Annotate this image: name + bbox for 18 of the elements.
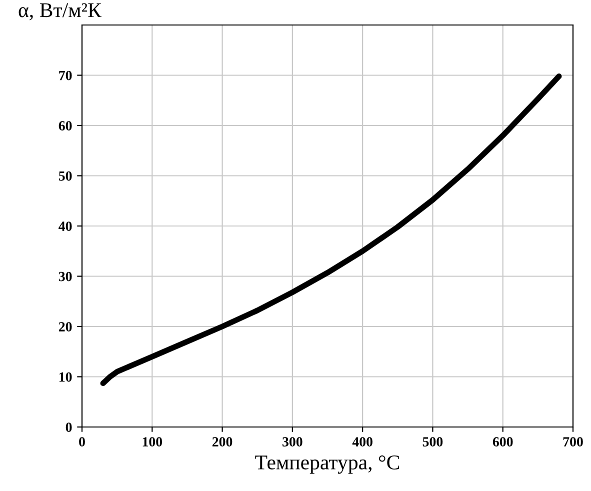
x-tick-label: 500 — [422, 437, 443, 446]
x-tick-label: 700 — [563, 437, 583, 446]
y-tick-label: 10 — [60, 372, 72, 382]
x-tick-label: 200 — [212, 437, 232, 446]
x-tick-label: 0 — [79, 437, 85, 446]
y-tick-label: 40 — [58, 222, 72, 231]
y-tick-label: 30 — [58, 272, 72, 282]
y-tick-label: 20 — [58, 322, 72, 332]
x-axis-title: Температура, °С — [255, 455, 400, 474]
y-axis-title: α, Вт/м²К — [18, 3, 102, 20]
y-tick-label: 70 — [59, 70, 72, 80]
y-tick-label: 0 — [66, 422, 72, 432]
x-tick-label: 100 — [142, 437, 162, 446]
x-tick-label: 400 — [352, 437, 372, 446]
y-tick-label: 60 — [58, 121, 72, 130]
y-tick-label: 50 — [58, 171, 72, 181]
x-tick-label: 600 — [492, 437, 513, 446]
x-tick-label: 300 — [282, 437, 302, 446]
